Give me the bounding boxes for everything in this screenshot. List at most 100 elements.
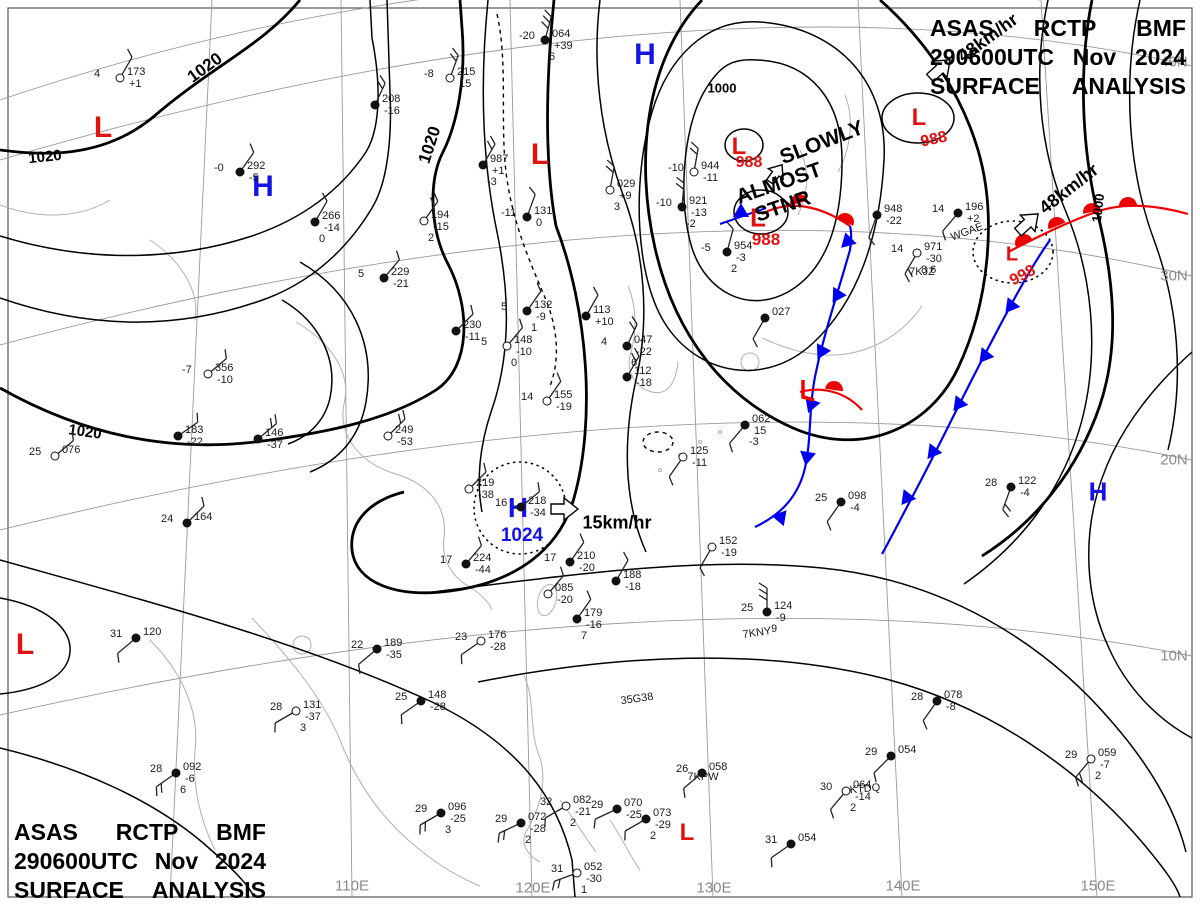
station-change: -21 (393, 278, 409, 290)
station-extra: 3 (445, 824, 452, 836)
station-pressure: 183 (185, 424, 204, 436)
station-temp: 24 (161, 513, 174, 525)
station-extra: 6 (180, 784, 187, 796)
station-extra: 3 (614, 201, 621, 213)
low-pressure-center: L (530, 138, 550, 171)
motion-arrow (550, 496, 580, 522)
wind-barb (483, 135, 496, 163)
station-circle (445, 73, 455, 83)
station-pressure: 054 (798, 832, 817, 844)
station-extra: 2 (570, 817, 577, 829)
station-pressure: 173 (127, 66, 146, 78)
station-pressure: 092 (183, 761, 202, 773)
title-line-1: ASAS RCTP BMF (930, 15, 1186, 41)
wind-barb (375, 74, 386, 103)
station-temp: 16 (495, 497, 508, 509)
station-circle (416, 696, 426, 706)
station-temp: 29 (865, 746, 878, 758)
station-circle (540, 35, 550, 45)
wind-barb (425, 192, 439, 219)
station-extra: 1 (581, 884, 588, 896)
wind-barb (544, 806, 564, 828)
station-pressure: 249 (395, 424, 414, 436)
title-top-right: ASAS RCTP BMF 290600UTC Nov 2024 SURFACE ANAL… (930, 14, 1186, 101)
low-pressure-center: L (93, 111, 113, 144)
station-circle (522, 212, 532, 222)
station-temp: 26 (676, 763, 689, 775)
station-extra: 9 (771, 623, 778, 635)
movement-annotation: SLOWLY (776, 116, 867, 170)
station-change: -53 (397, 436, 413, 448)
warm-front-1 (1007, 204, 1189, 253)
station-circle (912, 248, 922, 258)
wind-barb (593, 809, 615, 829)
station-temp: 31 (765, 834, 778, 846)
station-temp: 14 (891, 243, 904, 255)
station-temp: 4 (601, 336, 608, 348)
wind-barb (1074, 760, 1090, 787)
station-pressure: 152 (719, 535, 738, 547)
station-circle (543, 589, 553, 599)
low-pressure-center: L (750, 202, 766, 233)
station-change: -11 (465, 331, 481, 343)
station-pressure: 188 (623, 569, 642, 581)
station-circle (502, 341, 512, 351)
station-change: +1 (492, 165, 505, 177)
station-change: +10 (595, 316, 614, 328)
wind-barb (904, 255, 917, 283)
title-line-1: ASAS RCTP BMF (14, 819, 266, 845)
station-change: -30 (586, 873, 602, 885)
station-pressure: 072 (528, 811, 547, 823)
station-change: -25 (450, 813, 466, 825)
station-extra: 2 (850, 802, 857, 814)
wind-barb (259, 414, 278, 438)
cold-front-pip (841, 232, 857, 248)
low-pressure-center: L (679, 819, 695, 846)
station-temp: 29 (591, 799, 604, 811)
station-temp: 28 (985, 477, 998, 489)
graticule-label: 150E (1080, 877, 1116, 895)
wind-barb (209, 349, 228, 373)
station-pressure: 971 (924, 241, 943, 253)
station-change: -35 (386, 649, 402, 661)
high-pressure-center: H (634, 38, 656, 71)
isobar-label: 1000 (707, 80, 737, 96)
station-pressure: 047 (634, 334, 653, 346)
wind-barb (497, 823, 519, 843)
station-pressure: 125 (690, 445, 709, 457)
station-change: +39 (554, 40, 573, 52)
station-extra: 6 (631, 357, 638, 369)
station-temp: -0 (214, 162, 224, 174)
station-circle (370, 100, 380, 110)
station-pressure: 218 (528, 495, 547, 507)
station-change: -7 (1100, 759, 1110, 771)
station-temp: 25 (395, 691, 408, 703)
station-circle (622, 372, 632, 382)
low-pressure-center: L (1005, 243, 1019, 266)
station-pressure: 059 (1098, 747, 1117, 759)
wind-barb (522, 482, 541, 506)
station-change: -11 (692, 457, 708, 469)
station-circle (464, 484, 474, 494)
station-pressure: 070 (624, 797, 643, 809)
station-pressure: 230 (463, 319, 482, 331)
wind-barb (180, 412, 199, 435)
station-pressure: 219 (476, 477, 495, 489)
station-temp: -10 (656, 197, 672, 209)
station-change: +2 (967, 213, 980, 225)
station-change: -25 (626, 809, 642, 821)
station-circle (612, 804, 622, 814)
station-change: -22 (187, 436, 203, 448)
movement-annotation: 15km/hr (582, 512, 652, 533)
station-extra: 2 (525, 834, 532, 846)
station-pressure: 096 (448, 801, 467, 813)
station-circle (760, 313, 770, 323)
title-bottom-left: ASAS RCTP BMF 290600UTC Nov 2024 SURFACE ANAL… (14, 818, 266, 905)
station-temp: 25 (741, 602, 754, 614)
station-temp: 29 (1065, 749, 1078, 761)
wind-barb (624, 819, 644, 841)
station-temp: 17 (544, 552, 557, 564)
warm-front-pip (836, 213, 854, 226)
station-extra: -3 (749, 436, 759, 448)
